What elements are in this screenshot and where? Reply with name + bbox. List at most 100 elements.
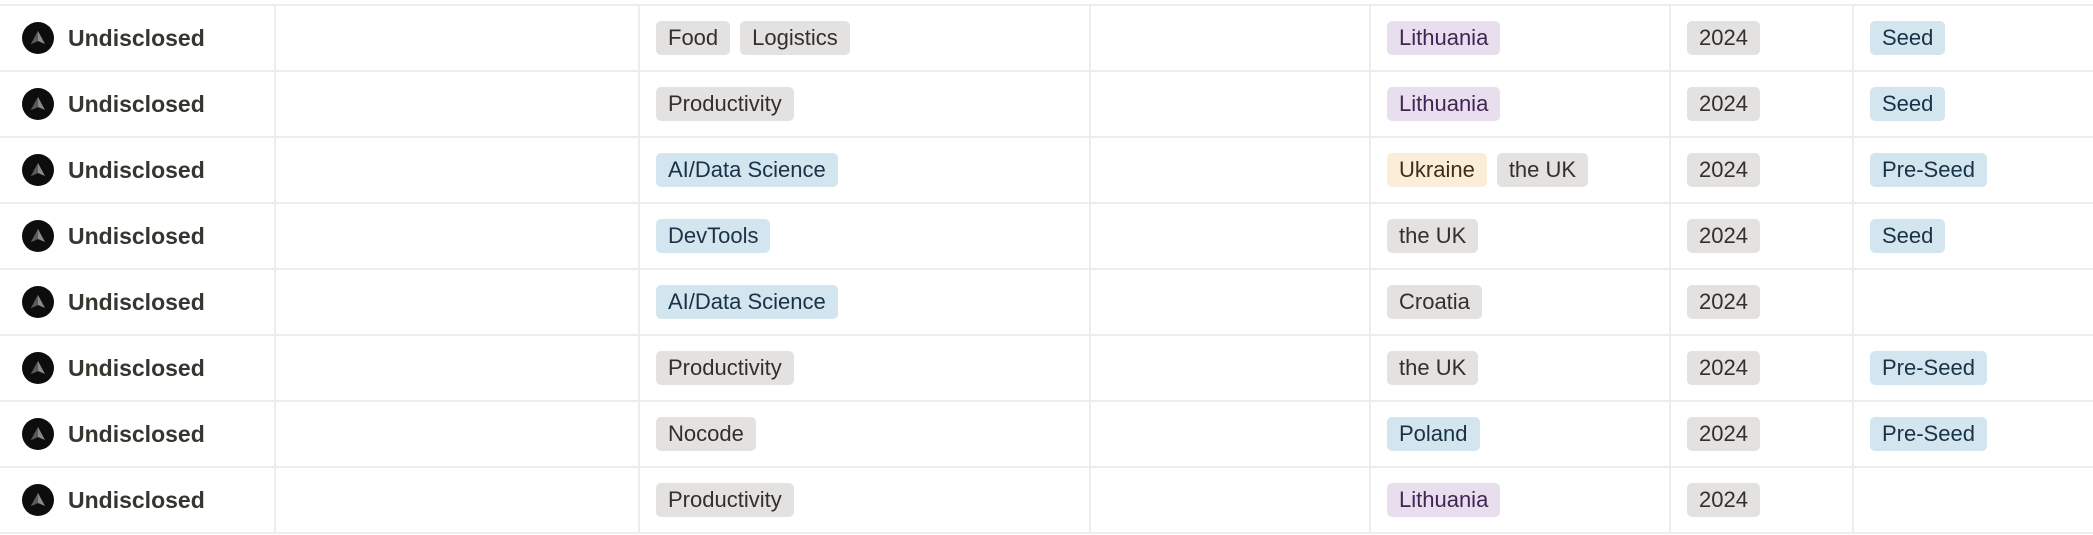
year-tag: 2024 bbox=[1687, 417, 1760, 451]
empty-cell[interactable] bbox=[1091, 270, 1371, 334]
table-row[interactable]: Undisclosed Nocode Poland 2024 Pre-Seed bbox=[0, 402, 2093, 468]
company-name[interactable]: Undisclosed bbox=[68, 222, 205, 249]
stage-cell[interactable]: Seed bbox=[1854, 204, 2093, 268]
year-cell[interactable]: 2024 bbox=[1671, 270, 1854, 334]
empty-cell[interactable] bbox=[276, 6, 640, 70]
company-name[interactable]: Undisclosed bbox=[68, 486, 205, 513]
empty-cell[interactable] bbox=[276, 138, 640, 202]
table-row[interactable]: Undisclosed Food Logistics Lithuania 2024 See… bbox=[0, 6, 2093, 72]
year-cell[interactable]: 2024 bbox=[1671, 468, 1854, 532]
company-logo-icon bbox=[22, 352, 54, 384]
year-cell[interactable]: 2024 bbox=[1671, 6, 1854, 70]
country-tag: the UK bbox=[1387, 219, 1479, 253]
year-tag: 2024 bbox=[1687, 351, 1760, 385]
country-cell[interactable]: Lithuania bbox=[1371, 6, 1671, 70]
company-logo-icon bbox=[22, 88, 54, 120]
stage-tag: Seed bbox=[1870, 21, 1946, 55]
company-logo-icon bbox=[22, 484, 54, 516]
industry-cell[interactable]: Food Logistics bbox=[640, 6, 1091, 70]
empty-cell[interactable] bbox=[1091, 468, 1371, 532]
company-cell[interactable]: Undisclosed bbox=[0, 468, 276, 532]
year-cell[interactable]: 2024 bbox=[1671, 138, 1854, 202]
country-cell[interactable]: Poland bbox=[1371, 402, 1671, 466]
empty-cell[interactable] bbox=[276, 336, 640, 400]
industry-tag: Logistics bbox=[740, 21, 850, 55]
company-cell[interactable]: Undisclosed bbox=[0, 402, 276, 466]
stage-tag: Pre-Seed bbox=[1870, 351, 1987, 385]
stage-cell[interactable]: Pre-Seed bbox=[1854, 138, 2093, 202]
country-cell[interactable]: Lithuania bbox=[1371, 72, 1671, 136]
company-cell[interactable]: Undisclosed bbox=[0, 336, 276, 400]
company-logo-icon bbox=[22, 22, 54, 54]
industry-tag: Productivity bbox=[656, 87, 794, 121]
industry-cell[interactable]: Nocode bbox=[640, 402, 1091, 466]
country-tag: the UK bbox=[1387, 351, 1479, 385]
database-table: Undisclosed Food Logistics Lithuania 2024 See… bbox=[0, 4, 2093, 534]
industry-tag: Nocode bbox=[656, 417, 756, 451]
industry-tag: DevTools bbox=[656, 219, 771, 253]
industry-cell[interactable]: Productivity bbox=[640, 72, 1091, 136]
country-cell[interactable]: Lithuania bbox=[1371, 468, 1671, 532]
company-cell[interactable]: Undisclosed bbox=[0, 72, 276, 136]
industry-cell[interactable]: AI/Data Science bbox=[640, 138, 1091, 202]
company-name[interactable]: Undisclosed bbox=[68, 24, 205, 51]
empty-cell[interactable] bbox=[276, 270, 640, 334]
stage-cell[interactable]: Seed bbox=[1854, 6, 2093, 70]
stage-tag: Seed bbox=[1870, 219, 1946, 253]
table-row[interactable]: Undisclosed AI/Data Science Croatia 2024 bbox=[0, 270, 2093, 336]
country-cell[interactable]: Ukraine the UK bbox=[1371, 138, 1671, 202]
table-row[interactable]: Undisclosed DevTools the UK 2024 Seed bbox=[0, 204, 2093, 270]
country-cell[interactable]: the UK bbox=[1371, 204, 1671, 268]
industry-tag: Productivity bbox=[656, 351, 794, 385]
year-cell[interactable]: 2024 bbox=[1671, 402, 1854, 466]
country-tag: Poland bbox=[1387, 417, 1480, 451]
industry-cell[interactable]: Productivity bbox=[640, 468, 1091, 532]
empty-cell[interactable] bbox=[276, 402, 640, 466]
company-name[interactable]: Undisclosed bbox=[68, 156, 205, 183]
company-cell[interactable]: Undisclosed bbox=[0, 204, 276, 268]
table-row[interactable]: Undisclosed Productivity Lithuania 2024 Seed bbox=[0, 72, 2093, 138]
empty-cell[interactable] bbox=[276, 72, 640, 136]
country-cell[interactable]: the UK bbox=[1371, 336, 1671, 400]
company-logo-icon bbox=[22, 154, 54, 186]
country-tag: Lithuania bbox=[1387, 21, 1501, 55]
company-cell[interactable]: Undisclosed bbox=[0, 138, 276, 202]
year-cell[interactable]: 2024 bbox=[1671, 72, 1854, 136]
industry-cell[interactable]: DevTools bbox=[640, 204, 1091, 268]
stage-cell[interactable]: Pre-Seed bbox=[1854, 402, 2093, 466]
empty-cell[interactable] bbox=[276, 468, 640, 532]
stage-cell[interactable] bbox=[1854, 270, 2093, 334]
country-tag: Lithuania bbox=[1387, 483, 1501, 517]
company-name[interactable]: Undisclosed bbox=[68, 354, 205, 381]
industry-tag: AI/Data Science bbox=[656, 153, 838, 187]
stage-cell[interactable] bbox=[1854, 468, 2093, 532]
empty-cell[interactable] bbox=[1091, 402, 1371, 466]
table-row[interactable]: Undisclosed AI/Data Science Ukraine the UK 2… bbox=[0, 138, 2093, 204]
empty-cell[interactable] bbox=[1091, 138, 1371, 202]
stage-cell[interactable]: Seed bbox=[1854, 72, 2093, 136]
empty-cell[interactable] bbox=[276, 204, 640, 268]
company-name[interactable]: Undisclosed bbox=[68, 288, 205, 315]
empty-cell[interactable] bbox=[1091, 72, 1371, 136]
country-tag: Lithuania bbox=[1387, 87, 1501, 121]
year-tag: 2024 bbox=[1687, 87, 1760, 121]
country-tag: the UK bbox=[1496, 153, 1589, 187]
stage-cell[interactable]: Pre-Seed bbox=[1854, 336, 2093, 400]
company-name[interactable]: Undisclosed bbox=[68, 420, 205, 447]
country-tag: Croatia bbox=[1387, 285, 1482, 319]
company-name[interactable]: Undisclosed bbox=[68, 90, 205, 117]
table-row[interactable]: Undisclosed Productivity the UK 2024 Pre-See… bbox=[0, 336, 2093, 402]
empty-cell[interactable] bbox=[1091, 6, 1371, 70]
year-cell[interactable]: 2024 bbox=[1671, 336, 1854, 400]
country-cell[interactable]: Croatia bbox=[1371, 270, 1671, 334]
table-row[interactable]: Undisclosed Productivity Lithuania 2024 bbox=[0, 468, 2093, 534]
industry-cell[interactable]: AI/Data Science bbox=[640, 270, 1091, 334]
empty-cell[interactable] bbox=[1091, 336, 1371, 400]
year-cell[interactable]: 2024 bbox=[1671, 204, 1854, 268]
empty-cell[interactable] bbox=[1091, 204, 1371, 268]
industry-cell[interactable]: Productivity bbox=[640, 336, 1091, 400]
company-cell[interactable]: Undisclosed bbox=[0, 6, 276, 70]
year-tag: 2024 bbox=[1687, 219, 1760, 253]
company-cell[interactable]: Undisclosed bbox=[0, 270, 276, 334]
industry-tag: Productivity bbox=[656, 483, 794, 517]
